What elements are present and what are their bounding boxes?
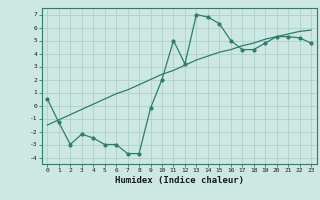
X-axis label: Humidex (Indice chaleur): Humidex (Indice chaleur) <box>115 176 244 185</box>
